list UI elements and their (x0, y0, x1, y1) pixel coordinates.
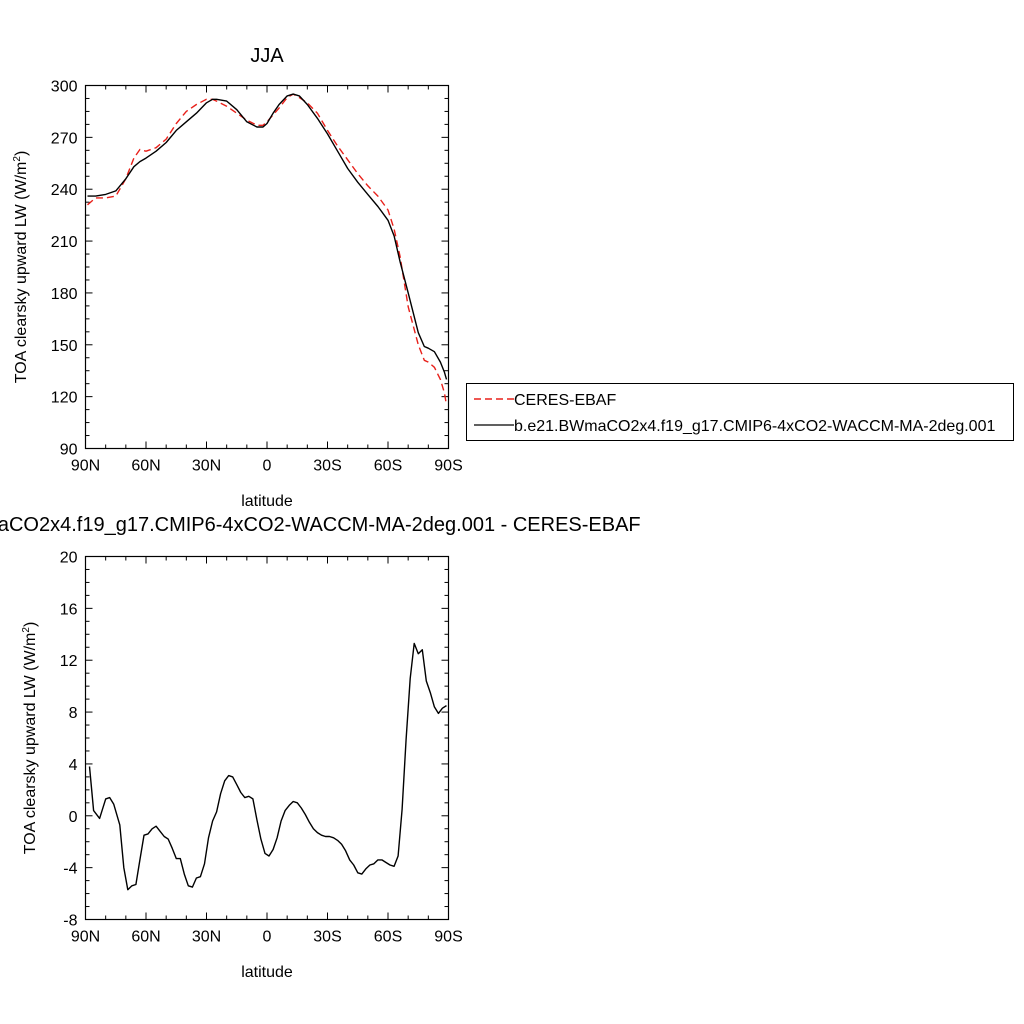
top-y-tick-label: 180 (51, 286, 78, 303)
top-x-tick-labels: 90N 60N 30N 0 30S 60S 90S (71, 458, 463, 475)
bottom-y-tick-labels: -8 -4 0 4 8 12 16 20 (60, 550, 78, 930)
bottom-panel: b.e21.BWmaCO2x4.f19_g17.CMIP6-4xCO2-WACC… (0, 514, 641, 981)
top-plot-frame (84, 84, 450, 450)
top-y-tick-label: 240 (51, 182, 78, 199)
legend: CERES-EBAF b.e21.BWmaCO2x4.f19_g17.CMIP6… (466, 383, 1014, 441)
bottom-x-tick-label: 90S (434, 929, 462, 946)
top-y-tick-label: 270 (51, 130, 78, 147)
difference-series-line (88, 642, 447, 891)
bottom-x-tick-label: 30N (192, 929, 221, 946)
bottom-y-tick-label: 8 (69, 705, 78, 722)
bottom-x-tick-label: 30S (313, 929, 341, 946)
top-series-lines (87, 93, 448, 406)
bottom-series-lines (88, 642, 447, 891)
ceres-ebaf-series-line (87, 93, 448, 406)
top-y-tick-label: 210 (51, 234, 78, 251)
bottom-y-tick-label: -4 (63, 861, 77, 878)
legend-label-model: b.e21.BWmaCO2x4.f19_g17.CMIP6-4xCO2-WACC… (514, 418, 995, 435)
top-x-tick-label: 90N (71, 458, 100, 475)
top-y-tick-labels: 90 120 150 180 210 240 270 300 (51, 79, 78, 459)
bottom-y-tick-label: 12 (60, 653, 78, 670)
bottom-x-tick-labels: 90N 60N 30N 0 30S 60S 90S (71, 929, 463, 946)
legend-box (466, 383, 1014, 441)
top-x-tick-label: 60S (374, 458, 402, 475)
bottom-y-tick-label: 4 (69, 757, 78, 774)
bottom-y-tick-label: 16 (60, 601, 78, 618)
bottom-y-tick-label: 0 (69, 809, 78, 826)
bottom-y-tick-label: 20 (60, 550, 78, 567)
bottom-x-tick-label: 0 (263, 929, 272, 946)
top-y-tick-label: 300 (51, 79, 78, 96)
bottom-x-tick-label: 60S (374, 929, 402, 946)
legend-label-ceres: CERES-EBAF (514, 392, 616, 409)
bottom-y-tick-label: -8 (63, 913, 77, 930)
top-x-tick-label: 30S (313, 458, 341, 475)
top-y-axis-label: TOA clearsky upward LW (W/m2) (12, 151, 30, 384)
top-x-tick-label: 90S (434, 458, 462, 475)
bottom-x-tick-label: 60N (131, 929, 160, 946)
bottom-chart-title: b.e21.BWmaCO2x4.f19_g17.CMIP6-4xCO2-WACC… (0, 514, 641, 536)
bottom-x-tick-label: 90N (71, 929, 100, 946)
top-x-tick-label: 0 (263, 458, 272, 475)
bottom-x-axis-label: latitude (241, 964, 293, 981)
model-series-line (87, 93, 448, 380)
top-panel: JJA 90 120 150 180 210 240 270 300 90N 60N 30N 0 30… (12, 45, 463, 510)
top-chart-title: JJA (250, 45, 284, 67)
bottom-tick-marks (85, 556, 449, 920)
top-tick-marks (85, 85, 449, 449)
top-y-tick-label: 90 (60, 442, 78, 459)
top-x-tick-label: 60N (131, 458, 160, 475)
top-x-tick-label: 30N (192, 458, 221, 475)
bottom-y-axis-label: TOA clearsky upward LW (W/m2) (21, 622, 39, 855)
top-y-tick-label: 150 (51, 338, 78, 355)
top-x-axis-label: latitude (241, 493, 293, 510)
top-y-tick-label: 120 (51, 390, 78, 407)
